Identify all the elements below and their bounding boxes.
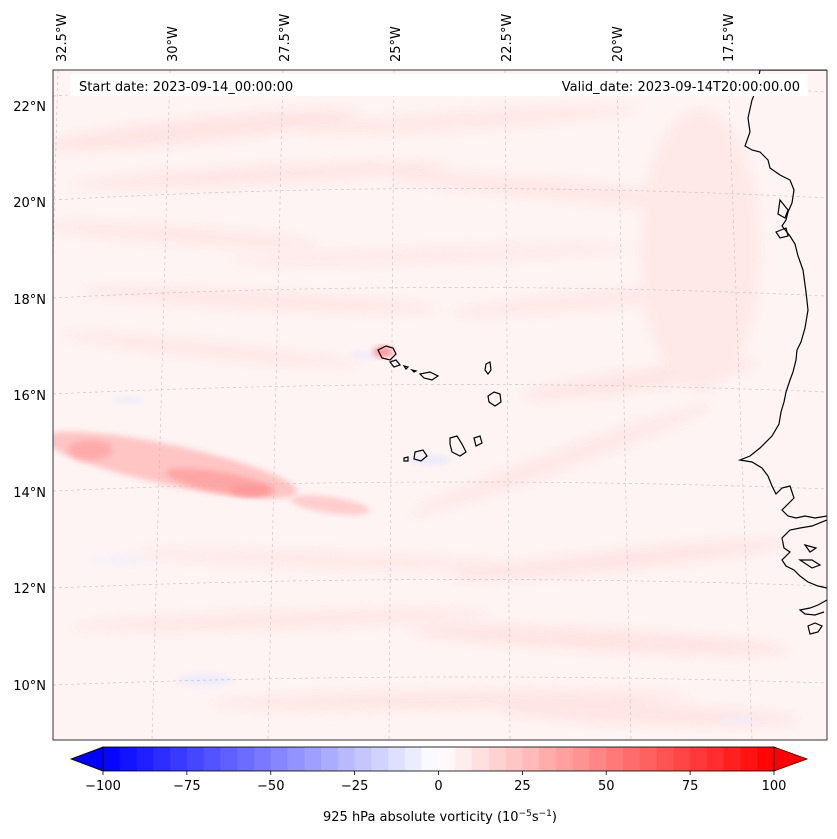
colorbar-segment (136, 747, 154, 771)
colorbar-segment (488, 747, 507, 771)
colorbar-segment (539, 747, 557, 771)
colorbar-segment (119, 747, 138, 771)
longitude-labels: 32.5°W 30°W 27.5°W 25°W 22.5°W 20°W 17.5… (55, 14, 737, 62)
colorbar-ticks: −100 −75 −50 −25 0 25 50 75 100 (85, 771, 786, 794)
west-africa-coastline (737, 70, 827, 519)
annotation-background (70, 74, 808, 96)
lat-label: 16°N (13, 389, 46, 404)
colorbar-segment (203, 747, 222, 771)
colorbar-segment (253, 747, 272, 771)
cape-verde-islands (377, 345, 502, 462)
guinea-bissau-coast (781, 519, 827, 589)
island-maio (473, 435, 483, 447)
colorbar-tick-label: −50 (257, 779, 284, 794)
colorbar-segment (522, 747, 540, 771)
colorbar-segment (606, 747, 624, 771)
island-sal (484, 361, 492, 375)
colorbar-segment (103, 747, 121, 771)
colorbar-segment (237, 747, 255, 771)
colorbar-tick-label: −25 (341, 779, 368, 794)
colorbar-tick-label: 75 (682, 779, 699, 794)
lon-label: 22.5°W (500, 14, 515, 62)
colorbar-segment (404, 747, 423, 771)
map-panel: Start date: 2023-09-14_00:00:00 Valid_da… (52, 69, 828, 741)
colorbar-tick-label: −75 (173, 779, 200, 794)
colorbar-segment (673, 747, 691, 771)
colorbar-tick-label: 25 (514, 779, 531, 794)
coastlines (737, 70, 827, 635)
colorbar-segment (270, 747, 289, 771)
island-boa-vista (487, 391, 502, 407)
colorbar-segment (740, 747, 758, 771)
lat-label: 18°N (13, 293, 46, 308)
colorbar-tick-label: 100 (762, 779, 787, 794)
colorbar-segment (589, 747, 607, 771)
colorbar-segment (505, 747, 523, 771)
lon-label: 17.5°W (722, 14, 737, 62)
island-santo-antao (377, 345, 397, 361)
colorbar-segment (170, 747, 188, 771)
colorbar-segment (321, 747, 339, 771)
colorbar-segment (153, 747, 171, 771)
island-santiago (449, 435, 467, 457)
colorbar-segment (623, 747, 641, 771)
lon-label: 27.5°W (278, 14, 293, 62)
lat-label: 10°N (13, 679, 46, 694)
colorbar: −100 −75 −50 −25 0 25 50 75 100 925 hPa absolute… (69, 746, 809, 825)
colorbar-segment (388, 747, 406, 771)
colorbar-segment (690, 747, 708, 771)
colorbar-segment (455, 747, 473, 771)
island-fogo (413, 449, 428, 462)
colorbar-low-extension (69, 746, 104, 772)
colorbar-segment (555, 747, 574, 771)
colorbar-tick-label: 0 (434, 779, 442, 794)
colorbar-segment (287, 747, 305, 771)
colorbar-segment (371, 747, 389, 771)
lat-label: 12°N (13, 582, 46, 597)
colorbar-segment (337, 747, 356, 771)
lon-label: 25°W (389, 26, 404, 62)
colorbar-segment (706, 747, 725, 771)
colorbar-segment (639, 747, 658, 771)
colorbar-segment (757, 747, 775, 771)
colorbar-segment (304, 747, 322, 771)
valid-date-label: Valid_date: 2023-09-14T20:00:00.00 (562, 80, 800, 95)
colorbar-label: 925 hPa absolute vorticity (10−5s−1) (323, 809, 557, 825)
colorbar-tick-label: −100 (85, 779, 121, 794)
island-sao-nicolau (418, 371, 440, 381)
lat-label: 22°N (13, 100, 46, 115)
colorbar-segment (438, 747, 456, 771)
island-brava (403, 456, 409, 462)
colorbar-segment (354, 747, 372, 771)
vorticity-field (53, 70, 827, 740)
lat-label: 14°N (13, 486, 46, 501)
colorbar-high-extension (773, 746, 809, 772)
lat-label: 20°N (13, 196, 46, 211)
colorbar-segment (656, 747, 674, 771)
colorbar-segment (186, 747, 205, 771)
colorbar-segments (103, 747, 775, 771)
colorbar-segment (572, 747, 591, 771)
island-sao-vicente (388, 359, 402, 368)
start-date-label: Start date: 2023-09-14_00:00:00 (79, 80, 293, 95)
lon-label: 20°W (611, 26, 626, 62)
colorbar-segment (723, 747, 742, 771)
vorticity-band (53, 346, 393, 515)
map-frame (52, 69, 828, 741)
lon-label: 32.5°W (55, 14, 70, 62)
latitude-labels: 22°N 20°N 18°N 16°N 14°N 12°N 10°N (13, 100, 46, 694)
colorbar-segment (220, 747, 238, 771)
colorbar-tick-label: 50 (598, 779, 615, 794)
colorbar-segment (421, 747, 440, 771)
lon-label: 30°W (166, 26, 181, 62)
colorbar-segment (472, 747, 490, 771)
